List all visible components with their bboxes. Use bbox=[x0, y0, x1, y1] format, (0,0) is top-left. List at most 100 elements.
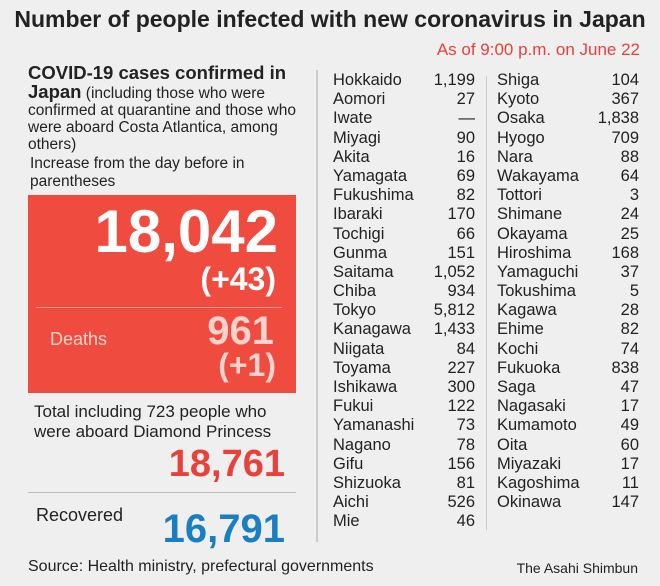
prefecture-row: Nagasaki 17 bbox=[497, 397, 639, 416]
prefecture-name: Aomori bbox=[333, 90, 386, 109]
prefecture-count: 49 bbox=[620, 416, 639, 435]
prefecture-name: Yamaguchi bbox=[497, 262, 579, 281]
prefecture-count: 5,812 bbox=[433, 301, 475, 320]
prefecture-row: Fukui 122 bbox=[333, 397, 475, 416]
prefecture-row: Gifu 156 bbox=[333, 455, 475, 474]
deaths-label: Deaths bbox=[50, 329, 108, 349]
prefecture-name: Kyoto bbox=[497, 90, 540, 109]
prefecture-row: Kagoshima 11 bbox=[497, 474, 639, 493]
prefecture-row: Fukushima 82 bbox=[333, 186, 475, 205]
prefecture-row: Nara 88 bbox=[497, 148, 639, 167]
prefecture-name: Akita bbox=[333, 147, 370, 166]
as-of-date: As of 9:00 p.m. on June 22 bbox=[436, 40, 640, 59]
prefecture-name: Fukui bbox=[333, 397, 374, 416]
prefecture-count: 1,433 bbox=[433, 320, 475, 339]
prefecture-count: 1,052 bbox=[433, 262, 475, 281]
prefecture-name: Yamanashi bbox=[333, 416, 415, 435]
deaths-total: 961 bbox=[207, 309, 274, 353]
prefecture-row: Osaka 1,838 bbox=[497, 109, 639, 128]
prefecture-row: Miyagi 90 bbox=[333, 129, 475, 148]
prefecture-row: Iwate — bbox=[333, 109, 475, 128]
prefecture-name: Ishikawa bbox=[333, 378, 398, 396]
prefecture-name: Tottori bbox=[497, 186, 542, 205]
prefecture-name: Hokkaido bbox=[333, 71, 402, 89]
cases-box: 18,042 (+43) Deaths 961 (+1) bbox=[28, 195, 296, 393]
prefecture-count: 82 bbox=[456, 186, 475, 205]
prefecture-name: Oita bbox=[497, 435, 528, 454]
prefecture-count: 27 bbox=[456, 90, 475, 109]
recovered-value: 16,791 bbox=[162, 507, 285, 551]
prefecture-count: 526 bbox=[447, 493, 475, 512]
prefecture-name: Miyazaki bbox=[497, 454, 562, 473]
prefecture-name: Gifu bbox=[333, 454, 364, 473]
prefecture-count: 81 bbox=[456, 473, 475, 492]
prefecture-name: Fukuoka bbox=[497, 358, 561, 377]
prefecture-row: Saitama 1,052 bbox=[333, 263, 475, 282]
prefecture-row: Chiba 934 bbox=[333, 282, 475, 301]
prefecture-name: Nara bbox=[497, 147, 533, 166]
prefecture-row: Yamanashi 73 bbox=[333, 416, 475, 435]
prefecture-name: Kochi bbox=[497, 339, 539, 358]
prefecture-name: Wakayama bbox=[497, 166, 579, 185]
prefecture-count: 88 bbox=[620, 147, 639, 166]
prefecture-count: 24 bbox=[620, 205, 639, 224]
prefecture-row: Miyazaki 17 bbox=[497, 455, 639, 474]
prefecture-row: Okinawa 147 bbox=[497, 493, 639, 512]
increase-note: Increase from the day before in parenthe… bbox=[30, 155, 245, 190]
prefecture-count: 838 bbox=[611, 358, 639, 377]
prefecture-row: Shimane 24 bbox=[497, 205, 639, 224]
prefecture-count: 64 bbox=[620, 166, 639, 185]
prefecture-count: 66 bbox=[456, 224, 475, 243]
prefecture-row: Oita 60 bbox=[497, 436, 639, 455]
prefecture-row: Mie 46 bbox=[333, 512, 475, 531]
prefecture-name: Osaka bbox=[497, 109, 545, 128]
prefecture-count: 170 bbox=[447, 205, 475, 224]
prefecture-name: Hyogo bbox=[497, 128, 545, 147]
prefecture-count: 60 bbox=[620, 435, 639, 454]
prefecture-name: Chiba bbox=[333, 282, 377, 301]
prefecture-row: Gunma 151 bbox=[333, 244, 475, 263]
prefecture-row: Tochigi 66 bbox=[333, 225, 475, 244]
prefecture-list-left: Hokkaido 1,199 Aomori 27 Iwate — Miyagi 90 Akita… bbox=[333, 71, 475, 532]
prefecture-count: 84 bbox=[456, 339, 475, 358]
prefecture-count: 104 bbox=[611, 71, 639, 89]
prefecture-row: Hyogo 709 bbox=[497, 129, 639, 148]
prefecture-row: Ehime 82 bbox=[497, 320, 639, 339]
prefecture-count: 82 bbox=[620, 320, 639, 339]
prefecture-row: Kochi 74 bbox=[497, 340, 639, 359]
prefecture-count: 17 bbox=[620, 397, 639, 416]
prefecture-row: Aomori 27 bbox=[333, 90, 475, 109]
prefecture-row: Wakayama 64 bbox=[497, 167, 639, 186]
prefecture-count: 934 bbox=[447, 282, 475, 301]
prefecture-count: 151 bbox=[447, 243, 475, 262]
prefecture-count: 709 bbox=[611, 128, 639, 147]
heading-note: (including those who were confirmed at q… bbox=[28, 85, 296, 153]
prefecture-name: Saitama bbox=[333, 262, 394, 281]
prefecture-name: Aichi bbox=[333, 493, 369, 512]
prefecture-row: Akita 16 bbox=[333, 148, 475, 167]
prefecture-name: Kanagawa bbox=[333, 320, 411, 339]
cases-heading: COVID-19 cases confirmed in Japan (inclu… bbox=[28, 63, 313, 153]
prefecture-row: Fukuoka 838 bbox=[497, 359, 639, 378]
prefecture-name: Nagano bbox=[333, 435, 391, 454]
prefecture-count: 11 bbox=[621, 473, 639, 492]
prefecture-name: Okayama bbox=[497, 224, 568, 243]
prefecture-count: 17 bbox=[620, 454, 639, 473]
prefecture-name: Kumamoto bbox=[497, 416, 577, 435]
prefecture-count: 69 bbox=[456, 166, 475, 185]
source: Source: Health ministry, prefectural gov… bbox=[28, 558, 374, 575]
prefecture-name: Niigata bbox=[333, 339, 385, 358]
title: Number of people infected with new coron… bbox=[14, 6, 646, 32]
total-including-label: Total including 723 people who were aboa… bbox=[34, 402, 272, 441]
prefecture-row: Ishikawa 300 bbox=[333, 378, 475, 397]
prefecture-count: 78 bbox=[456, 435, 475, 454]
prefecture-name: Nagasaki bbox=[497, 397, 566, 416]
prefecture-row: Okayama 25 bbox=[497, 225, 639, 244]
cases-increase: (+43) bbox=[200, 261, 276, 297]
prefecture-name: Shizuoka bbox=[333, 473, 401, 492]
prefecture-row: Hokkaido 1,199 bbox=[333, 71, 475, 90]
prefecture-count: 90 bbox=[456, 128, 475, 147]
prefecture-count: 147 bbox=[611, 493, 639, 512]
prefecture-row: Hiroshima 168 bbox=[497, 244, 639, 263]
